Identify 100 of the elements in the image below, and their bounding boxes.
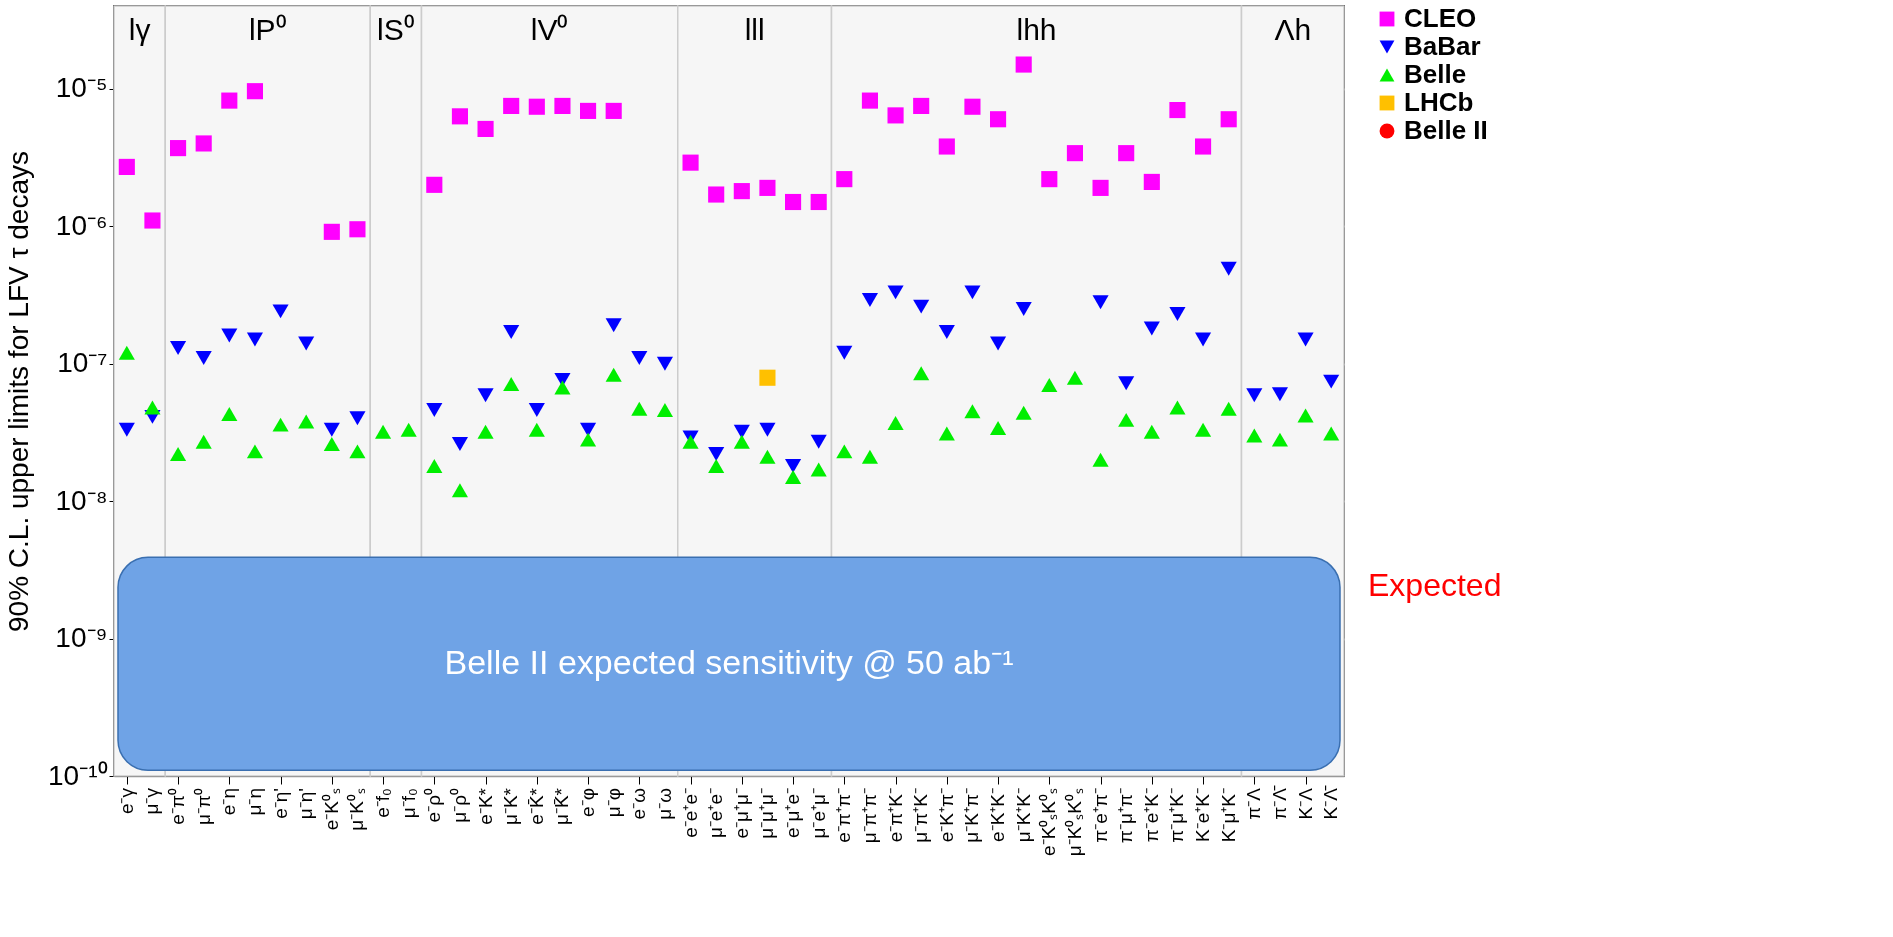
point [861, 449, 878, 464]
point [708, 186, 725, 203]
x-tick-label: μ⁻η [243, 788, 265, 816]
point [195, 350, 212, 365]
point [913, 299, 930, 314]
x-tick-label: e⁻ρ⁰ [423, 788, 445, 823]
point [990, 111, 1007, 128]
point [836, 345, 853, 360]
point [554, 380, 571, 395]
point [913, 97, 930, 114]
point [451, 483, 468, 498]
point [964, 404, 981, 419]
point [1143, 321, 1160, 336]
point [221, 92, 238, 109]
point [810, 462, 827, 477]
point [170, 447, 187, 462]
point [656, 356, 673, 371]
point [477, 424, 494, 439]
point [1195, 422, 1212, 437]
point [605, 318, 622, 333]
point [887, 416, 904, 430]
point [1271, 432, 1288, 447]
x-tick-label: e⁻π⁺π⁻ [833, 788, 855, 843]
point [323, 223, 340, 240]
point [1066, 370, 1083, 385]
point [759, 179, 776, 196]
point [451, 437, 468, 452]
point [631, 401, 648, 416]
x-tick-label: K⁻Λ [1294, 787, 1316, 820]
point [1143, 424, 1160, 439]
point [605, 102, 622, 119]
point [759, 369, 776, 386]
x-tick-label: π⁻Λ [1243, 787, 1265, 820]
point [1297, 332, 1314, 347]
point [964, 98, 981, 115]
x-tick-label: π⁻μ⁺π⁻ [1115, 788, 1137, 844]
point [221, 407, 238, 422]
point [503, 97, 520, 114]
band-label: lγ [128, 13, 151, 46]
x-tick-label: μ⁻π⁺π⁻ [858, 788, 880, 844]
band-label: lP⁰ [248, 13, 287, 46]
x-tick-label: μ⁻e⁺e⁻ [705, 788, 727, 839]
x-tick-label: π⁻e⁺π⁻ [1089, 788, 1111, 843]
point [246, 332, 263, 347]
point [1015, 301, 1032, 316]
point [1195, 332, 1212, 347]
x-tick-label: μ⁻K* [500, 787, 522, 826]
text: Expected [1368, 567, 1502, 603]
x-tick-label: e⁻π⁰ [167, 788, 189, 825]
x-tick-label: K⁻e⁺K⁻ [1192, 788, 1214, 842]
point [785, 469, 802, 484]
point [451, 108, 468, 125]
point [503, 377, 520, 392]
x-tick-label: e⁻K̄* [525, 787, 547, 825]
point [170, 341, 187, 355]
x-tick-label: K⁻Λ̄ [1320, 785, 1342, 820]
x-tick-label: μ⁻e⁺μ⁻ [807, 788, 829, 839]
point [605, 367, 622, 382]
point [195, 434, 212, 449]
x-tick-label: μ⁻f₀ [397, 788, 419, 819]
point [477, 120, 494, 138]
point [1323, 426, 1340, 441]
legend-label: Belle II [1404, 115, 1488, 145]
y-axis-title: 90% C.L. upper limits for LFV τ decays [3, 150, 35, 633]
point [682, 154, 699, 171]
point [887, 107, 904, 124]
point [1118, 412, 1135, 427]
point [1246, 428, 1263, 443]
point [1041, 171, 1058, 188]
x-tick-label: μ⁻K̄* [551, 787, 573, 826]
point [580, 432, 597, 447]
point [375, 424, 392, 439]
x-tick-label: π⁻e⁺K⁻ [1140, 788, 1162, 843]
band-label: lll [744, 13, 765, 46]
point [1169, 101, 1186, 119]
point [733, 183, 750, 200]
x-tick-label: e⁻μ⁺e⁻ [782, 788, 804, 839]
point [298, 336, 315, 351]
x-tick-label: μ⁻γ [141, 787, 163, 815]
point [785, 459, 802, 473]
x-tick-label: e⁻K⁺π⁻ [935, 788, 957, 843]
y-tick-label: 10⁻¹⁰ [48, 759, 108, 791]
point [759, 449, 776, 464]
point [810, 193, 827, 211]
x-tick-label: e⁻K⁺K⁻ [987, 788, 1009, 842]
point [1220, 401, 1237, 416]
x-tick-label: e⁻η' [269, 788, 291, 819]
point [580, 102, 597, 119]
x-tick-label: μ⁻π⁺K⁻ [910, 788, 932, 843]
point [554, 97, 571, 114]
x-tick-label: e⁻K* [474, 787, 496, 825]
point [1092, 295, 1109, 310]
y-tick-label: 10⁻⁶ [55, 209, 108, 241]
x-tick-label: μ⁻K⁰ₛK⁰ₛ [1063, 788, 1085, 857]
point [1271, 387, 1288, 402]
point [298, 414, 315, 429]
y-tick-label: 10⁻⁸ [55, 484, 108, 516]
point [1118, 376, 1135, 391]
x-tick-label: μ⁻μ⁺μ⁻ [756, 788, 778, 839]
point [1297, 408, 1314, 423]
